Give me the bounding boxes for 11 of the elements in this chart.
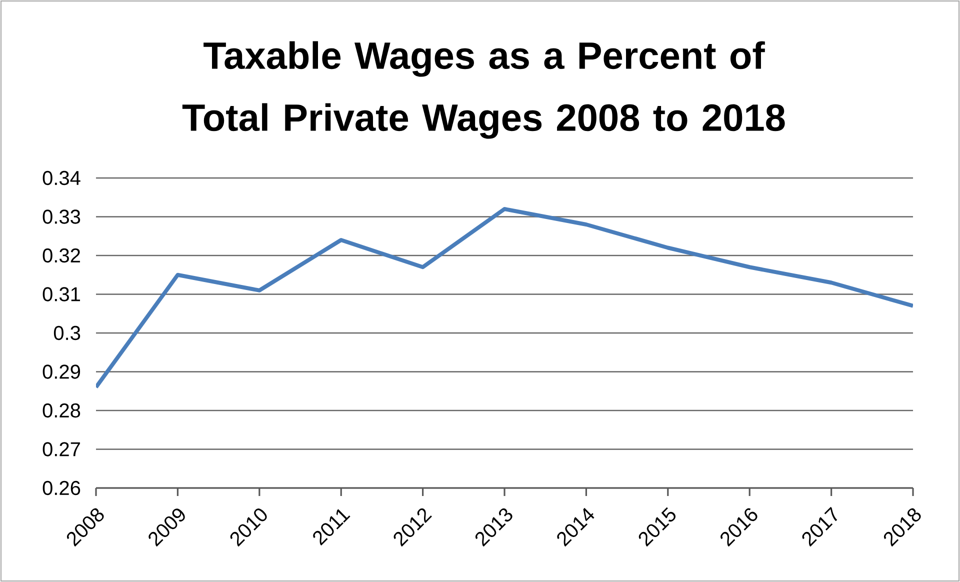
chart-title: Taxable Wages as a Percent of Total Private Wages 2008 to 2018 [182,41,785,139]
y-tick-label: 0.32 [42,248,80,263]
y-tick-label: 0.29 [42,364,80,379]
y-tick-label: 0.26 [42,480,80,496]
y-tick-label: 0.31 [42,287,80,302]
y-tick-label: 0.27 [42,442,80,456]
y-tick-label: 0.28 [42,403,80,418]
y-tick-label: 0.3 [54,326,80,340]
y-tick-label: 0.34 [42,170,80,186]
line-series [96,207,914,390]
y-tick-label: 0.33 [42,210,80,224]
